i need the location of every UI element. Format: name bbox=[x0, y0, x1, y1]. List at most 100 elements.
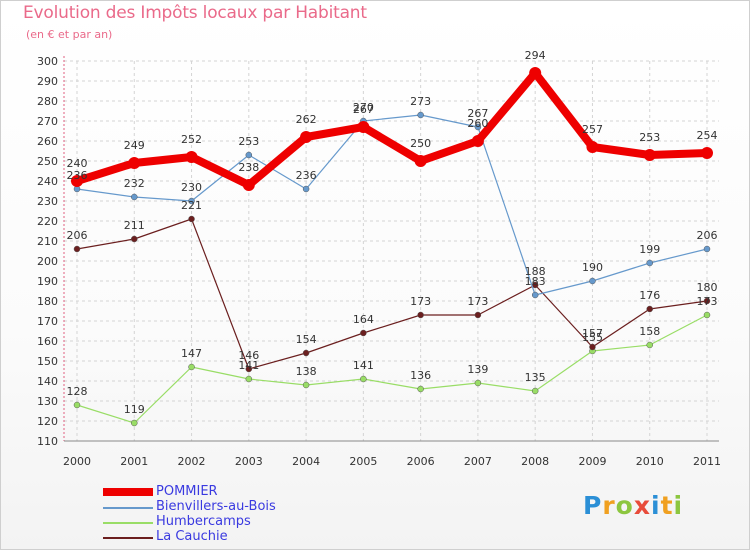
y-tick-label: 230 bbox=[37, 195, 58, 208]
data-point bbox=[646, 305, 653, 313]
data-label: 190 bbox=[582, 261, 603, 274]
data-label: 250 bbox=[410, 137, 431, 150]
x-tick-label: 2011 bbox=[693, 455, 721, 468]
data-point bbox=[302, 185, 310, 193]
data-label: 164 bbox=[353, 313, 374, 326]
data-point bbox=[188, 363, 195, 371]
data-point bbox=[242, 179, 255, 191]
data-label: 180 bbox=[697, 281, 718, 294]
y-tick-label: 180 bbox=[37, 295, 58, 308]
series-line bbox=[76, 314, 708, 424]
y-tick-label: 280 bbox=[37, 95, 58, 108]
data-point bbox=[589, 277, 596, 285]
y-tick-label: 250 bbox=[37, 155, 58, 168]
data-point bbox=[474, 311, 482, 319]
chart-title: Evolution des Impôts locaux par Habitant bbox=[23, 3, 367, 23]
legend-swatch bbox=[103, 507, 153, 509]
data-point bbox=[300, 131, 313, 143]
y-tick-label: 150 bbox=[37, 355, 58, 368]
x-tick-label: 2003 bbox=[235, 455, 263, 468]
data-label: 188 bbox=[525, 265, 546, 278]
data-label: 270 bbox=[353, 101, 374, 114]
data-label: 238 bbox=[238, 161, 259, 174]
series-line bbox=[73, 69, 711, 189]
data-point bbox=[701, 147, 713, 159]
legend-label: Bienvillers-au-Bois bbox=[156, 499, 276, 514]
y-tick-label: 290 bbox=[37, 75, 58, 88]
data-point bbox=[586, 141, 599, 153]
data-label: 155 bbox=[582, 331, 603, 344]
proxiti-logo: Proxiti bbox=[583, 491, 684, 520]
data-label: 253 bbox=[639, 131, 660, 144]
data-point bbox=[589, 343, 596, 351]
data-point bbox=[646, 259, 653, 267]
legend-swatch bbox=[103, 488, 153, 496]
data-label: 173 bbox=[467, 295, 488, 308]
data-label: 136 bbox=[410, 369, 431, 382]
data-point bbox=[357, 121, 370, 133]
y-tick-label: 160 bbox=[37, 335, 58, 348]
x-tick-label: 2000 bbox=[63, 455, 91, 468]
data-point bbox=[646, 341, 653, 349]
data-point bbox=[703, 297, 711, 305]
data-point bbox=[71, 175, 83, 187]
x-tick-label: 2001 bbox=[120, 455, 148, 468]
data-point bbox=[131, 419, 138, 427]
data-label: 147 bbox=[181, 347, 202, 360]
data-point bbox=[474, 123, 482, 131]
data-label: 253 bbox=[238, 135, 259, 148]
data-point bbox=[703, 311, 711, 319]
data-point bbox=[417, 385, 424, 393]
data-label: 232 bbox=[124, 177, 145, 190]
y-tick-label: 190 bbox=[37, 275, 58, 288]
y-tick-label: 140 bbox=[37, 375, 58, 388]
data-point bbox=[73, 245, 81, 253]
x-tick-label: 2005 bbox=[349, 455, 377, 468]
data-label: 267 bbox=[353, 103, 374, 116]
legend-swatch bbox=[103, 522, 153, 524]
y-tick-label: 170 bbox=[37, 315, 58, 328]
x-tick-label: 2006 bbox=[407, 455, 435, 468]
data-point bbox=[245, 151, 253, 159]
data-point bbox=[188, 197, 195, 205]
data-label: 211 bbox=[124, 219, 145, 232]
x-tick-label: 2007 bbox=[464, 455, 492, 468]
data-point bbox=[703, 245, 711, 253]
legend-swatch bbox=[103, 537, 153, 539]
data-label: 138 bbox=[296, 365, 317, 378]
data-label: 173 bbox=[410, 295, 431, 308]
data-label: 254 bbox=[697, 129, 718, 142]
data-label: 135 bbox=[525, 371, 546, 384]
data-label: 262 bbox=[296, 113, 317, 126]
data-point bbox=[471, 135, 484, 147]
data-point bbox=[360, 329, 367, 337]
y-tick-label: 240 bbox=[37, 175, 58, 188]
data-label: 206 bbox=[697, 229, 718, 242]
data-label: 119 bbox=[124, 403, 145, 416]
data-point bbox=[417, 111, 424, 119]
x-tick-label: 2008 bbox=[521, 455, 549, 468]
data-label: 158 bbox=[639, 325, 660, 338]
data-label: 249 bbox=[124, 139, 145, 152]
data-label: 221 bbox=[181, 199, 202, 212]
data-label: 154 bbox=[296, 333, 317, 346]
data-point bbox=[529, 67, 542, 79]
legend-label: POMMIER bbox=[156, 484, 218, 499]
data-point bbox=[417, 311, 424, 319]
y-tick-label: 110 bbox=[37, 435, 58, 448]
data-point bbox=[531, 387, 539, 395]
y-tick-label: 220 bbox=[37, 215, 58, 228]
data-point bbox=[131, 235, 138, 243]
data-point bbox=[360, 375, 367, 383]
x-tick-label: 2009 bbox=[578, 455, 606, 468]
y-tick-label: 210 bbox=[37, 235, 58, 248]
chart-subtitle: (en € et par an) bbox=[26, 28, 113, 41]
data-point bbox=[474, 379, 482, 387]
y-tick-label: 300 bbox=[37, 55, 58, 68]
data-point bbox=[302, 381, 310, 389]
y-tick-label: 260 bbox=[37, 135, 58, 148]
x-tick-label: 2002 bbox=[178, 455, 206, 468]
data-point bbox=[643, 149, 656, 161]
x-tick-label: 2010 bbox=[636, 455, 664, 468]
